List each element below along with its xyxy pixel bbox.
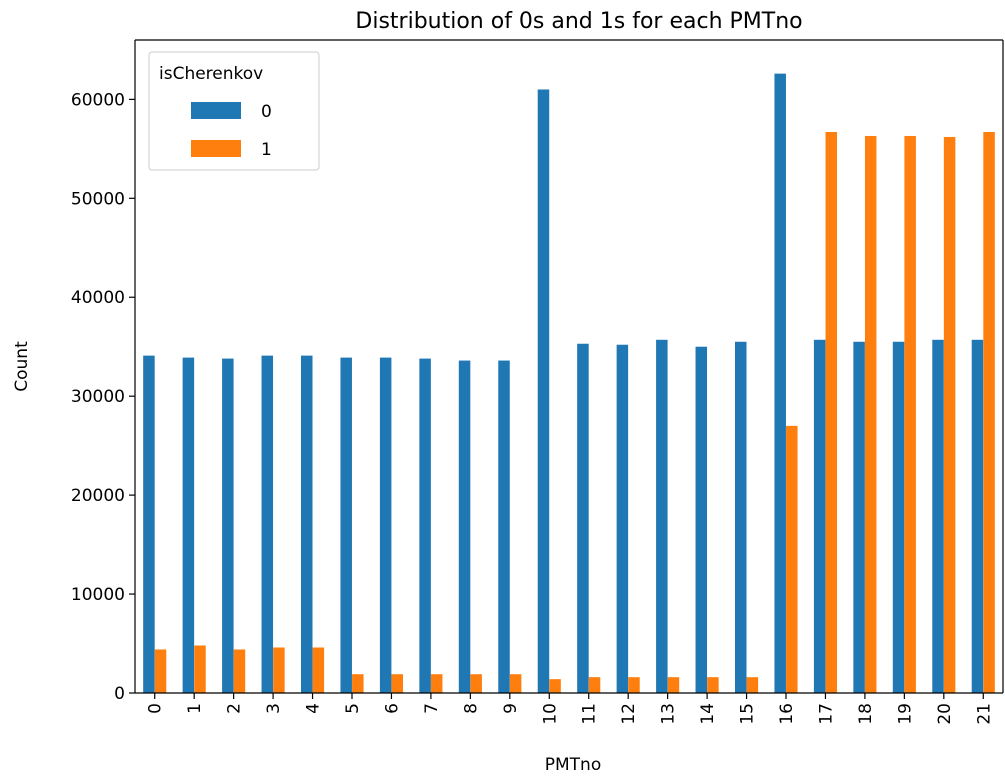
bar-series-1-pmt-13	[667, 677, 680, 693]
x-tick-label: 19	[895, 703, 915, 725]
bar-series-1-pmt-8	[470, 674, 482, 693]
bar-series-1-pmt-2	[233, 649, 246, 693]
x-tick-label: 17	[816, 703, 836, 725]
axes-group	[134, 39, 1004, 694]
x-tick-label: 11	[580, 703, 600, 725]
bar-series-1-pmt-3	[273, 647, 285, 693]
bar-series-0-pmt-6	[379, 357, 392, 693]
x-tick-label: 21	[974, 703, 994, 725]
x-tick-label: 20	[935, 703, 955, 725]
x-tick-label: 5	[343, 703, 363, 714]
y-tick-label: 60000	[71, 90, 125, 110]
x-tick-label: 0	[146, 703, 166, 714]
bar-series-0-pmt-12	[616, 344, 629, 693]
y-tick-label: 10000	[71, 585, 125, 605]
bar-series-1-pmt-6	[391, 674, 403, 693]
bar-series-1-pmt-9	[509, 674, 522, 693]
y-tick-label: 50000	[71, 189, 125, 209]
x-axis-label: PMTno	[545, 755, 601, 775]
bar-series-0-pmt-9	[498, 360, 510, 693]
y-tick-label: 30000	[71, 387, 125, 407]
x-tick-label: 13	[659, 703, 679, 725]
x-tick-label: 15	[738, 703, 758, 725]
bar-series-0-pmt-8	[458, 360, 471, 693]
legend-swatch-1	[191, 140, 241, 157]
x-tick-label: 4	[304, 703, 324, 714]
bar-series-0-pmt-5	[340, 357, 352, 693]
x-tick-label: 9	[501, 703, 521, 714]
bar-series-0-pmt-17	[813, 339, 826, 693]
x-tick-label: 8	[461, 703, 481, 714]
bar-series-0-pmt-21	[971, 339, 984, 693]
legend-swatch-0	[191, 102, 241, 119]
x-tick-label: 6	[382, 703, 402, 714]
x-tick-label: 7	[422, 703, 442, 714]
x-tick-label: 14	[698, 703, 718, 725]
bar-series-0-pmt-2	[222, 358, 234, 693]
x-ticks-group: 0 1 2 3 4 5 6 7 8 9 10 11 12 13 14 15 16 17 18 19 20 21	[146, 693, 994, 725]
x-tick-label: 18	[856, 703, 876, 725]
bar-series-1-pmt-4	[312, 647, 325, 693]
x-tick-label: 10	[540, 703, 560, 725]
legend-entries: 01	[191, 102, 272, 160]
bar-series-0-pmt-1	[182, 357, 195, 693]
y-tick-label: 40000	[71, 288, 125, 308]
bar-series-1-pmt-1	[194, 645, 206, 693]
y-ticks-group: 0 10000 20000 30000 40000 50000 60000	[71, 90, 135, 704]
chart-title: Distribution of 0s and 1s for each PMTno	[355, 9, 802, 34]
bar-series-0-pmt-20	[932, 339, 944, 693]
bars-group	[143, 73, 995, 694]
bar-series-1-pmt-0	[154, 649, 167, 693]
bar-series-1-pmt-15	[746, 677, 759, 693]
bar-series-1-pmt-18	[864, 135, 877, 694]
bar-series-1-pmt-17	[825, 132, 837, 693]
bar-series-0-pmt-19	[892, 341, 905, 693]
bar-series-1-pmt-20	[943, 136, 956, 693]
bar-series-0-pmt-14	[695, 346, 708, 693]
bar-series-0-pmt-0	[143, 355, 155, 693]
y-tick-label: 0	[114, 684, 125, 704]
y-tick-label: 20000	[71, 486, 125, 506]
y-axis-label: Count	[12, 341, 32, 392]
bar-series-0-pmt-15	[735, 341, 747, 693]
bar-series-0-pmt-3	[261, 355, 274, 693]
bar-series-1-pmt-12	[628, 677, 640, 693]
legend-label-0: 0	[261, 102, 272, 122]
x-tick-label: 3	[264, 703, 284, 714]
x-tick-label: 1	[185, 703, 205, 714]
bar-series-0-pmt-10	[537, 89, 550, 694]
bar-series-1-pmt-19	[904, 135, 916, 694]
legend-label-1: 1	[261, 140, 272, 160]
bar-series-0-pmt-11	[577, 343, 589, 693]
legend-title: isCherenkov	[159, 64, 263, 84]
bar-series-1-pmt-16	[786, 425, 798, 693]
x-tick-label: 2	[225, 703, 245, 714]
bar-series-0-pmt-7	[419, 358, 431, 693]
x-tick-label: 12	[619, 703, 639, 725]
bar-series-0-pmt-18	[853, 341, 865, 693]
x-tick-label: 16	[777, 703, 797, 725]
bar-series-1-pmt-7	[430, 674, 443, 693]
bar-series-1-pmt-5	[352, 674, 364, 693]
bar-series-1-pmt-14	[707, 677, 719, 693]
bar-series-0-pmt-4	[301, 355, 313, 693]
bar-series-1-pmt-10	[549, 679, 561, 693]
bar-series-0-pmt-16	[774, 73, 786, 693]
bar-series-1-pmt-21	[983, 132, 995, 693]
bar-series-0-pmt-13	[656, 339, 668, 693]
bar-series-1-pmt-11	[588, 677, 601, 693]
legend: isCherenkov 01	[148, 51, 320, 171]
